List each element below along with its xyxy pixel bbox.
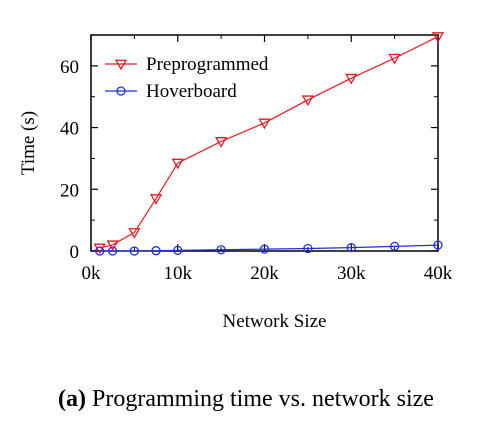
data-point-hoverboard xyxy=(259,244,270,254)
data-point-preprogrammed xyxy=(93,243,106,255)
data-point-hoverboard xyxy=(173,245,183,256)
line-chart: 0k 10k 20k 30k 40k 0 20 40 60 Preprogrammed Hover… xyxy=(18,32,453,332)
data-point-preprogrammed xyxy=(128,228,141,239)
x-tick-label: 10k xyxy=(164,263,193,284)
y-tick-label: 60 xyxy=(60,57,79,78)
legend-label-preprogrammed: Preprogrammed xyxy=(146,54,269,75)
data-point-hoverboard xyxy=(108,246,118,256)
data-point-hoverboard xyxy=(151,246,161,256)
data-point-hoverboard xyxy=(216,245,226,255)
x-tick-label: 30k xyxy=(337,263,366,284)
legend-marker-preprogrammed xyxy=(114,59,128,71)
x-tick-label: 40k xyxy=(424,263,453,284)
legend-marker-hoverboard xyxy=(116,86,126,96)
legend: Preprogrammed Hoverboard xyxy=(105,54,269,102)
y-axis-title: Time (s) xyxy=(18,111,39,175)
caption-label: (a) xyxy=(58,386,87,412)
data-point-hoverboard xyxy=(389,241,400,252)
y-tick-label: 20 xyxy=(60,180,79,201)
data-point-hoverboard xyxy=(433,240,443,250)
axis-ticks: 0k 10k 20k 30k 40k 0 20 40 60 xyxy=(60,34,453,284)
data-point-preprogrammed xyxy=(301,95,314,107)
figure-caption: (a) Programming time vs. network size xyxy=(0,386,492,413)
legend-label-hoverboard: Hoverboard xyxy=(146,81,237,102)
data-point-preprogrammed xyxy=(388,53,401,65)
data-point-preprogrammed xyxy=(345,73,358,85)
y-tick-label: 40 xyxy=(60,119,79,140)
data-point-hoverboard xyxy=(346,242,356,253)
data-point-preprogrammed xyxy=(431,32,445,43)
series-layer xyxy=(93,32,445,256)
data-point-preprogrammed xyxy=(149,194,163,205)
series-line-hoverboard xyxy=(99,244,439,252)
series-line-preprogrammed xyxy=(99,36,439,249)
x-axis-title: Network Size xyxy=(223,311,327,332)
data-point-preprogrammed xyxy=(106,240,119,252)
series-hoverboard xyxy=(95,240,443,256)
x-tick-label: 20k xyxy=(250,263,279,284)
data-point-hoverboard xyxy=(129,246,140,256)
caption-text: Programming time vs. network size xyxy=(86,386,434,412)
x-tick-label: 0k xyxy=(82,263,102,284)
data-point-preprogrammed xyxy=(258,118,271,130)
data-point-hoverboard xyxy=(95,246,105,256)
data-point-preprogrammed xyxy=(215,137,228,148)
data-point-preprogrammed xyxy=(171,158,184,170)
series-preprogrammed xyxy=(93,32,445,255)
y-tick-label: 0 xyxy=(70,242,80,263)
data-point-hoverboard xyxy=(303,243,313,254)
